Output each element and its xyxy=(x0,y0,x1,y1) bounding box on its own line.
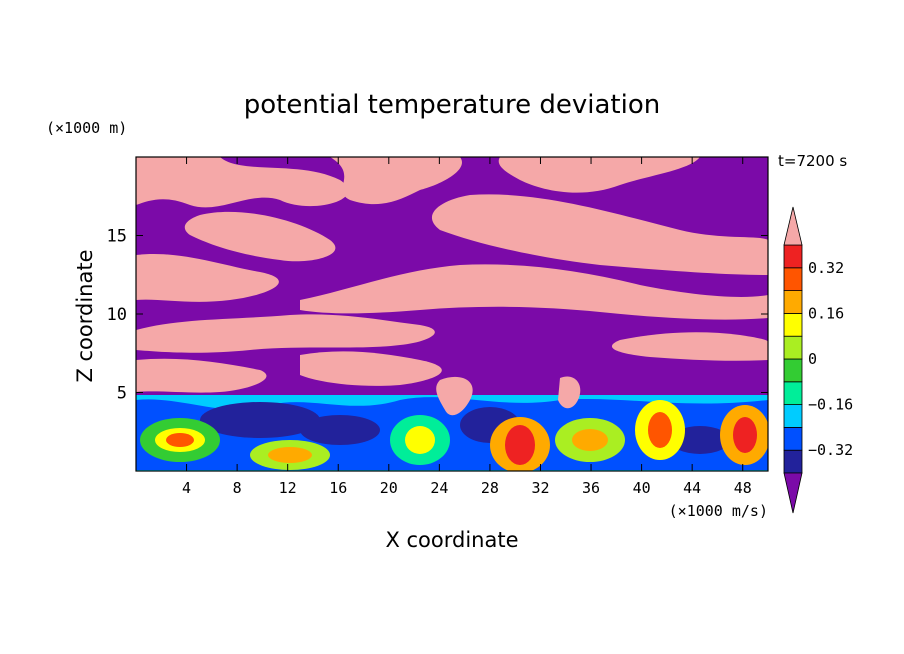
colorbar-segment xyxy=(783,335,803,360)
colorbar-extend-max xyxy=(783,206,803,246)
colorbar-segment xyxy=(783,312,803,337)
colorbar-segment xyxy=(783,426,803,451)
colorbar-segment xyxy=(783,404,803,428)
colorbar-tick-label: −0.16 xyxy=(808,396,853,414)
upper-layer xyxy=(136,157,768,416)
x-tick-label: 12 xyxy=(279,479,297,497)
x-tick-label: 16 xyxy=(329,479,347,497)
x-tick-label: 8 xyxy=(233,479,242,497)
colorbar-segment xyxy=(783,381,803,405)
y-tick-label: 15 xyxy=(107,227,127,247)
colorbar-tick-label: 0.32 xyxy=(808,259,844,277)
colorbar-segment xyxy=(783,449,803,474)
colorbar-segment xyxy=(783,267,803,291)
x-tick-label: 48 xyxy=(734,479,752,497)
y-tick-label: 10 xyxy=(107,305,127,325)
x-unit-label: (×1000 m/s) xyxy=(669,502,768,520)
time-label: t=7200 s xyxy=(778,152,847,170)
colorbar-segment xyxy=(783,290,803,314)
y-tick-label: 5 xyxy=(117,384,127,404)
colorbar-tick-label: −0.32 xyxy=(808,441,853,459)
colorbar-tick-label: 0.16 xyxy=(808,304,844,322)
x-tick-label: 44 xyxy=(683,479,701,497)
x-tick-label: 28 xyxy=(481,479,499,497)
x-axis-ticks: 4 8 12 16 20 24 28 32 36 40 44 48 xyxy=(182,157,752,497)
y-unit-label: (×1000 m) xyxy=(46,119,127,137)
x-tick-label: 36 xyxy=(582,479,600,497)
x-axis-label: X coordinate xyxy=(385,528,518,552)
colorbar-extend-min xyxy=(783,472,803,514)
x-tick-label: 24 xyxy=(430,479,448,497)
colorbar-tick-label: 0 xyxy=(808,350,817,368)
lower-layer xyxy=(136,395,768,471)
chart-title: potential temperature deviation xyxy=(244,90,660,120)
x-tick-label: 4 xyxy=(182,479,191,497)
x-tick-label: 32 xyxy=(531,479,549,497)
y-axis-label: Z coordinate xyxy=(73,249,97,382)
colorbar-segment xyxy=(783,244,803,269)
x-tick-label: 40 xyxy=(633,479,651,497)
y-axis-ticks: 5 10 15 xyxy=(107,227,768,404)
colorbar: 0.32 0.16 0 −0.16 −0.32 xyxy=(783,206,853,514)
x-tick-label: 20 xyxy=(380,479,398,497)
colorbar-segment xyxy=(783,358,803,383)
contour-field xyxy=(136,157,768,471)
